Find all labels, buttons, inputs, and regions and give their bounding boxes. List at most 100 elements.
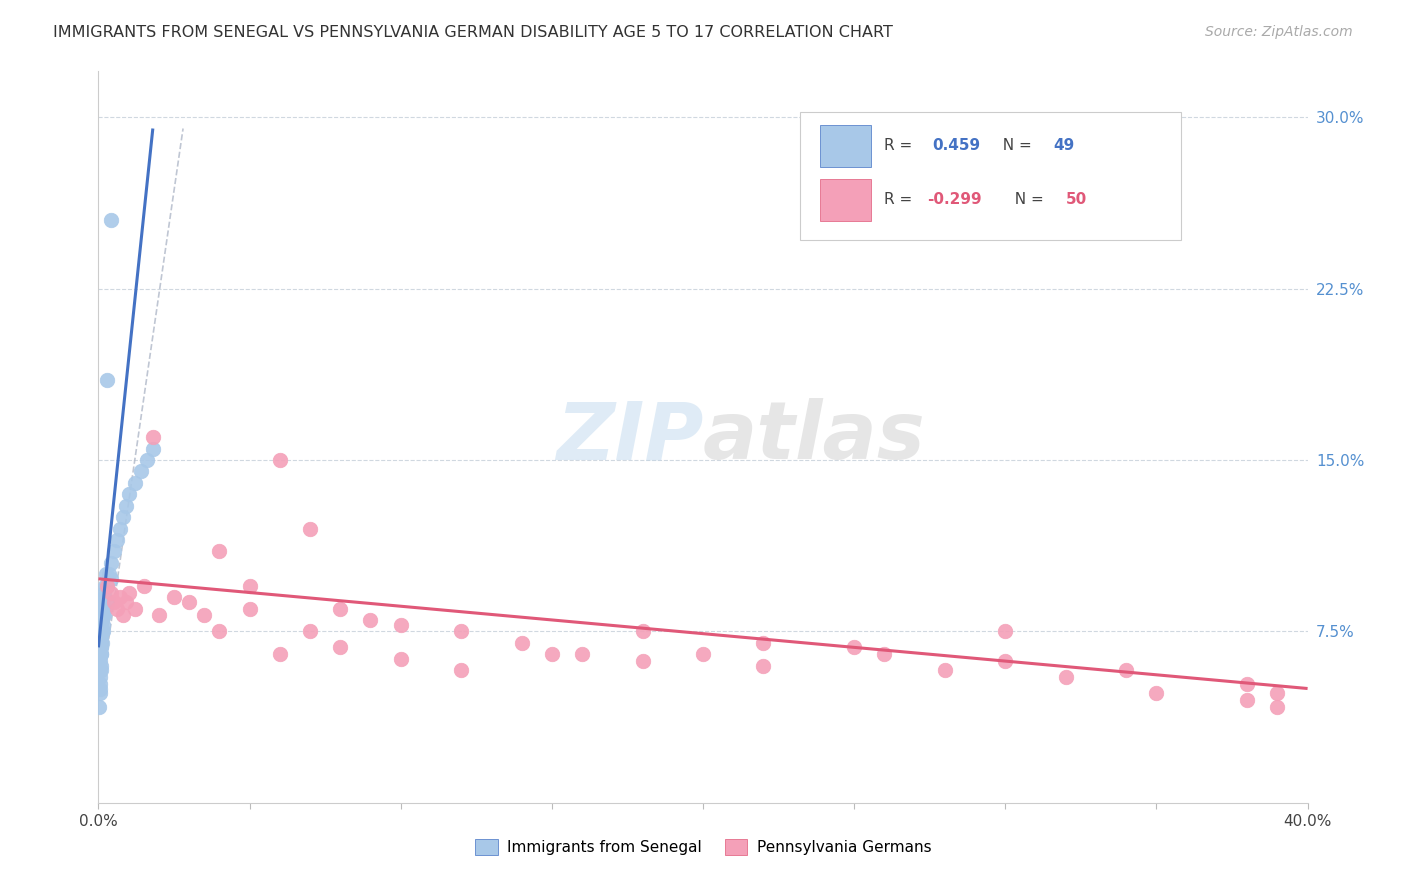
Point	[103, 595, 125, 609]
Point	[89, 647, 111, 661]
Point	[510, 636, 533, 650]
Text: R =: R =	[884, 193, 918, 207]
Point	[540, 647, 562, 661]
Point	[1267, 686, 1289, 700]
Point	[89, 654, 111, 668]
Point	[114, 595, 136, 609]
Point	[90, 632, 112, 646]
Point	[193, 608, 215, 623]
Point	[100, 213, 122, 227]
Point	[1054, 670, 1077, 684]
Point	[389, 617, 412, 632]
Point	[142, 430, 165, 444]
Point	[1115, 663, 1137, 677]
Point	[94, 567, 117, 582]
Point	[1144, 686, 1167, 700]
Point	[124, 601, 146, 615]
Point	[90, 617, 112, 632]
Point	[89, 699, 111, 714]
Point	[93, 608, 115, 623]
Point	[129, 464, 152, 478]
Point	[631, 654, 654, 668]
Point	[994, 654, 1017, 668]
Point	[132, 579, 155, 593]
Point	[752, 658, 775, 673]
Point	[90, 658, 112, 673]
Point	[100, 585, 122, 599]
Point	[450, 663, 472, 677]
Point	[93, 590, 115, 604]
Point	[179, 595, 201, 609]
Point	[118, 487, 141, 501]
Point	[208, 624, 231, 639]
Point	[1236, 677, 1258, 691]
Bar	[820, 125, 872, 167]
Point	[91, 624, 114, 639]
Point	[90, 647, 112, 661]
Point	[89, 663, 111, 677]
Point	[93, 601, 115, 615]
Point	[148, 608, 170, 623]
Text: 49: 49	[1053, 138, 1076, 153]
Point	[142, 442, 165, 456]
Point	[692, 647, 714, 661]
Point	[103, 544, 125, 558]
Point	[118, 585, 141, 599]
FancyBboxPatch shape	[800, 112, 1181, 240]
Point	[100, 556, 122, 570]
Point	[299, 624, 322, 639]
Point	[90, 636, 112, 650]
Point	[90, 640, 112, 655]
Point	[124, 475, 146, 490]
Point	[299, 521, 322, 535]
Point	[90, 647, 112, 661]
Point	[89, 670, 111, 684]
Point	[239, 601, 262, 615]
Point	[91, 595, 114, 609]
Text: IMMIGRANTS FROM SENEGAL VS PENNSYLVANIA GERMAN DISABILITY AGE 5 TO 17 CORRELATIO: IMMIGRANTS FROM SENEGAL VS PENNSYLVANIA …	[53, 25, 893, 40]
Point	[163, 590, 186, 604]
Point	[114, 499, 136, 513]
Point	[994, 624, 1017, 639]
Point	[108, 521, 131, 535]
Text: -0.299: -0.299	[927, 193, 981, 207]
Point	[1267, 699, 1289, 714]
Point	[844, 640, 866, 655]
Point	[631, 624, 654, 639]
Text: 50: 50	[1066, 193, 1087, 207]
Point	[752, 636, 775, 650]
Point	[91, 608, 114, 623]
Bar	[820, 179, 872, 221]
Point	[108, 590, 131, 604]
Point	[111, 510, 134, 524]
Point	[96, 579, 118, 593]
Point	[329, 601, 352, 615]
Point	[90, 663, 112, 677]
Point	[89, 681, 111, 696]
Point	[1236, 693, 1258, 707]
Point	[93, 585, 115, 599]
Text: Source: ZipAtlas.com: Source: ZipAtlas.com	[1205, 25, 1353, 39]
Text: R =: R =	[884, 138, 922, 153]
Point	[571, 647, 593, 661]
Point	[91, 624, 114, 639]
Point	[91, 636, 114, 650]
Point	[934, 663, 956, 677]
Point	[96, 373, 118, 387]
Point	[96, 579, 118, 593]
Point	[90, 632, 112, 646]
Point	[89, 686, 111, 700]
Point	[269, 647, 291, 661]
Legend: Immigrants from Senegal, Pennsylvania Germans: Immigrants from Senegal, Pennsylvania Ge…	[468, 833, 938, 861]
Point	[100, 572, 122, 586]
Point	[105, 601, 128, 615]
Point	[105, 533, 128, 547]
Point	[329, 640, 352, 655]
Text: ZIP: ZIP	[555, 398, 703, 476]
Text: 0.459: 0.459	[932, 138, 981, 153]
Point	[90, 640, 112, 655]
Point	[239, 579, 262, 593]
Point	[135, 453, 157, 467]
Point	[111, 608, 134, 623]
Point	[269, 453, 291, 467]
